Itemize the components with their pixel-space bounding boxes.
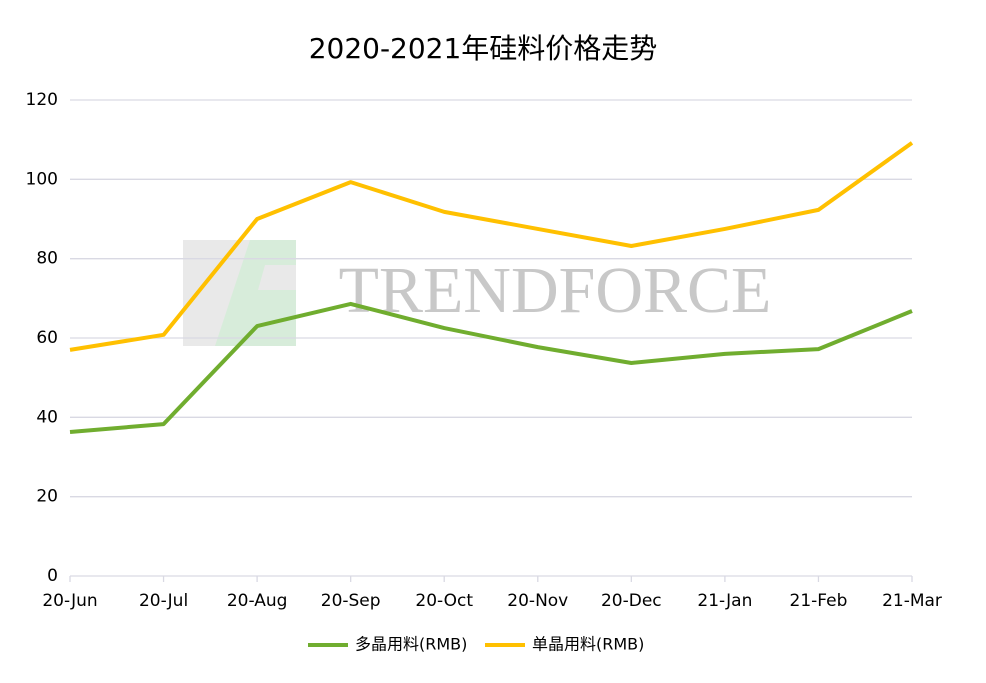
x-tick-label: 21-Mar xyxy=(882,591,942,611)
y-tick-label: 80 xyxy=(36,249,58,269)
x-tick-label: 20-Jul xyxy=(139,591,188,611)
y-tick-label: 40 xyxy=(36,407,58,427)
x-tick-label: 20-Nov xyxy=(507,591,568,611)
watermark: TRENDFORCE xyxy=(339,254,772,327)
legend-label: 单晶用料(RMB) xyxy=(532,635,644,654)
watermark-logo xyxy=(183,240,296,346)
y-tick-label: 0 xyxy=(47,566,58,586)
x-tick-label: 20-Oct xyxy=(415,591,473,611)
y-tick-label: 20 xyxy=(36,487,58,507)
line-series xyxy=(69,301,913,435)
y-tick-label: 60 xyxy=(36,328,58,348)
x-tick-label: 20-Dec xyxy=(601,591,662,611)
x-tick-label: 21-Feb xyxy=(790,591,848,611)
x-tick-label: 21-Jan xyxy=(697,591,752,611)
x-tick-label: 20-Aug xyxy=(227,591,288,611)
chart-title: 2020-2021年硅料价格走势 xyxy=(309,32,658,65)
y-tick-label: 120 xyxy=(26,90,58,110)
legend-label: 多晶用料(RMB) xyxy=(355,635,467,654)
line-series xyxy=(69,141,914,352)
y-tick-label: 100 xyxy=(26,169,58,189)
x-tick-label: 20-Sep xyxy=(321,591,381,611)
x-tick-label: 20-Jun xyxy=(42,591,97,611)
